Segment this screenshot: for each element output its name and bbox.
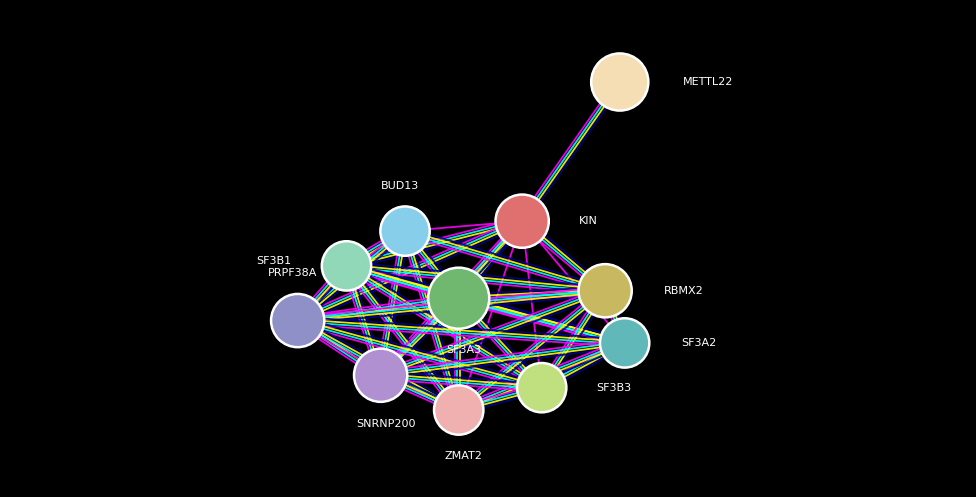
Text: SF3A3: SF3A3: [446, 345, 481, 355]
Circle shape: [352, 347, 409, 403]
Circle shape: [494, 193, 550, 249]
Text: SF3B3: SF3B3: [596, 383, 631, 393]
Circle shape: [592, 55, 647, 109]
Circle shape: [432, 384, 485, 436]
Circle shape: [429, 269, 488, 328]
Circle shape: [515, 362, 568, 414]
Circle shape: [269, 293, 326, 348]
Circle shape: [577, 263, 633, 319]
Circle shape: [518, 364, 565, 411]
Text: RBMX2: RBMX2: [664, 286, 704, 296]
Circle shape: [590, 52, 650, 112]
Circle shape: [355, 350, 406, 401]
Circle shape: [323, 243, 370, 289]
Text: PRPF38A: PRPF38A: [268, 268, 317, 278]
Text: SNRNP200: SNRNP200: [356, 418, 415, 428]
Text: BUD13: BUD13: [381, 181, 420, 191]
Circle shape: [382, 208, 428, 254]
Text: SF3A2: SF3A2: [681, 338, 716, 348]
Circle shape: [272, 295, 323, 346]
Circle shape: [497, 196, 548, 247]
Text: METTL22: METTL22: [683, 77, 734, 87]
Circle shape: [379, 205, 431, 257]
Circle shape: [580, 265, 630, 316]
Circle shape: [598, 317, 651, 369]
Text: SF3B1: SF3B1: [257, 256, 292, 266]
Circle shape: [601, 320, 648, 366]
Text: ZMAT2: ZMAT2: [445, 451, 482, 461]
Circle shape: [435, 387, 482, 433]
Circle shape: [320, 240, 373, 292]
Circle shape: [427, 266, 491, 330]
Text: KIN: KIN: [579, 216, 597, 226]
